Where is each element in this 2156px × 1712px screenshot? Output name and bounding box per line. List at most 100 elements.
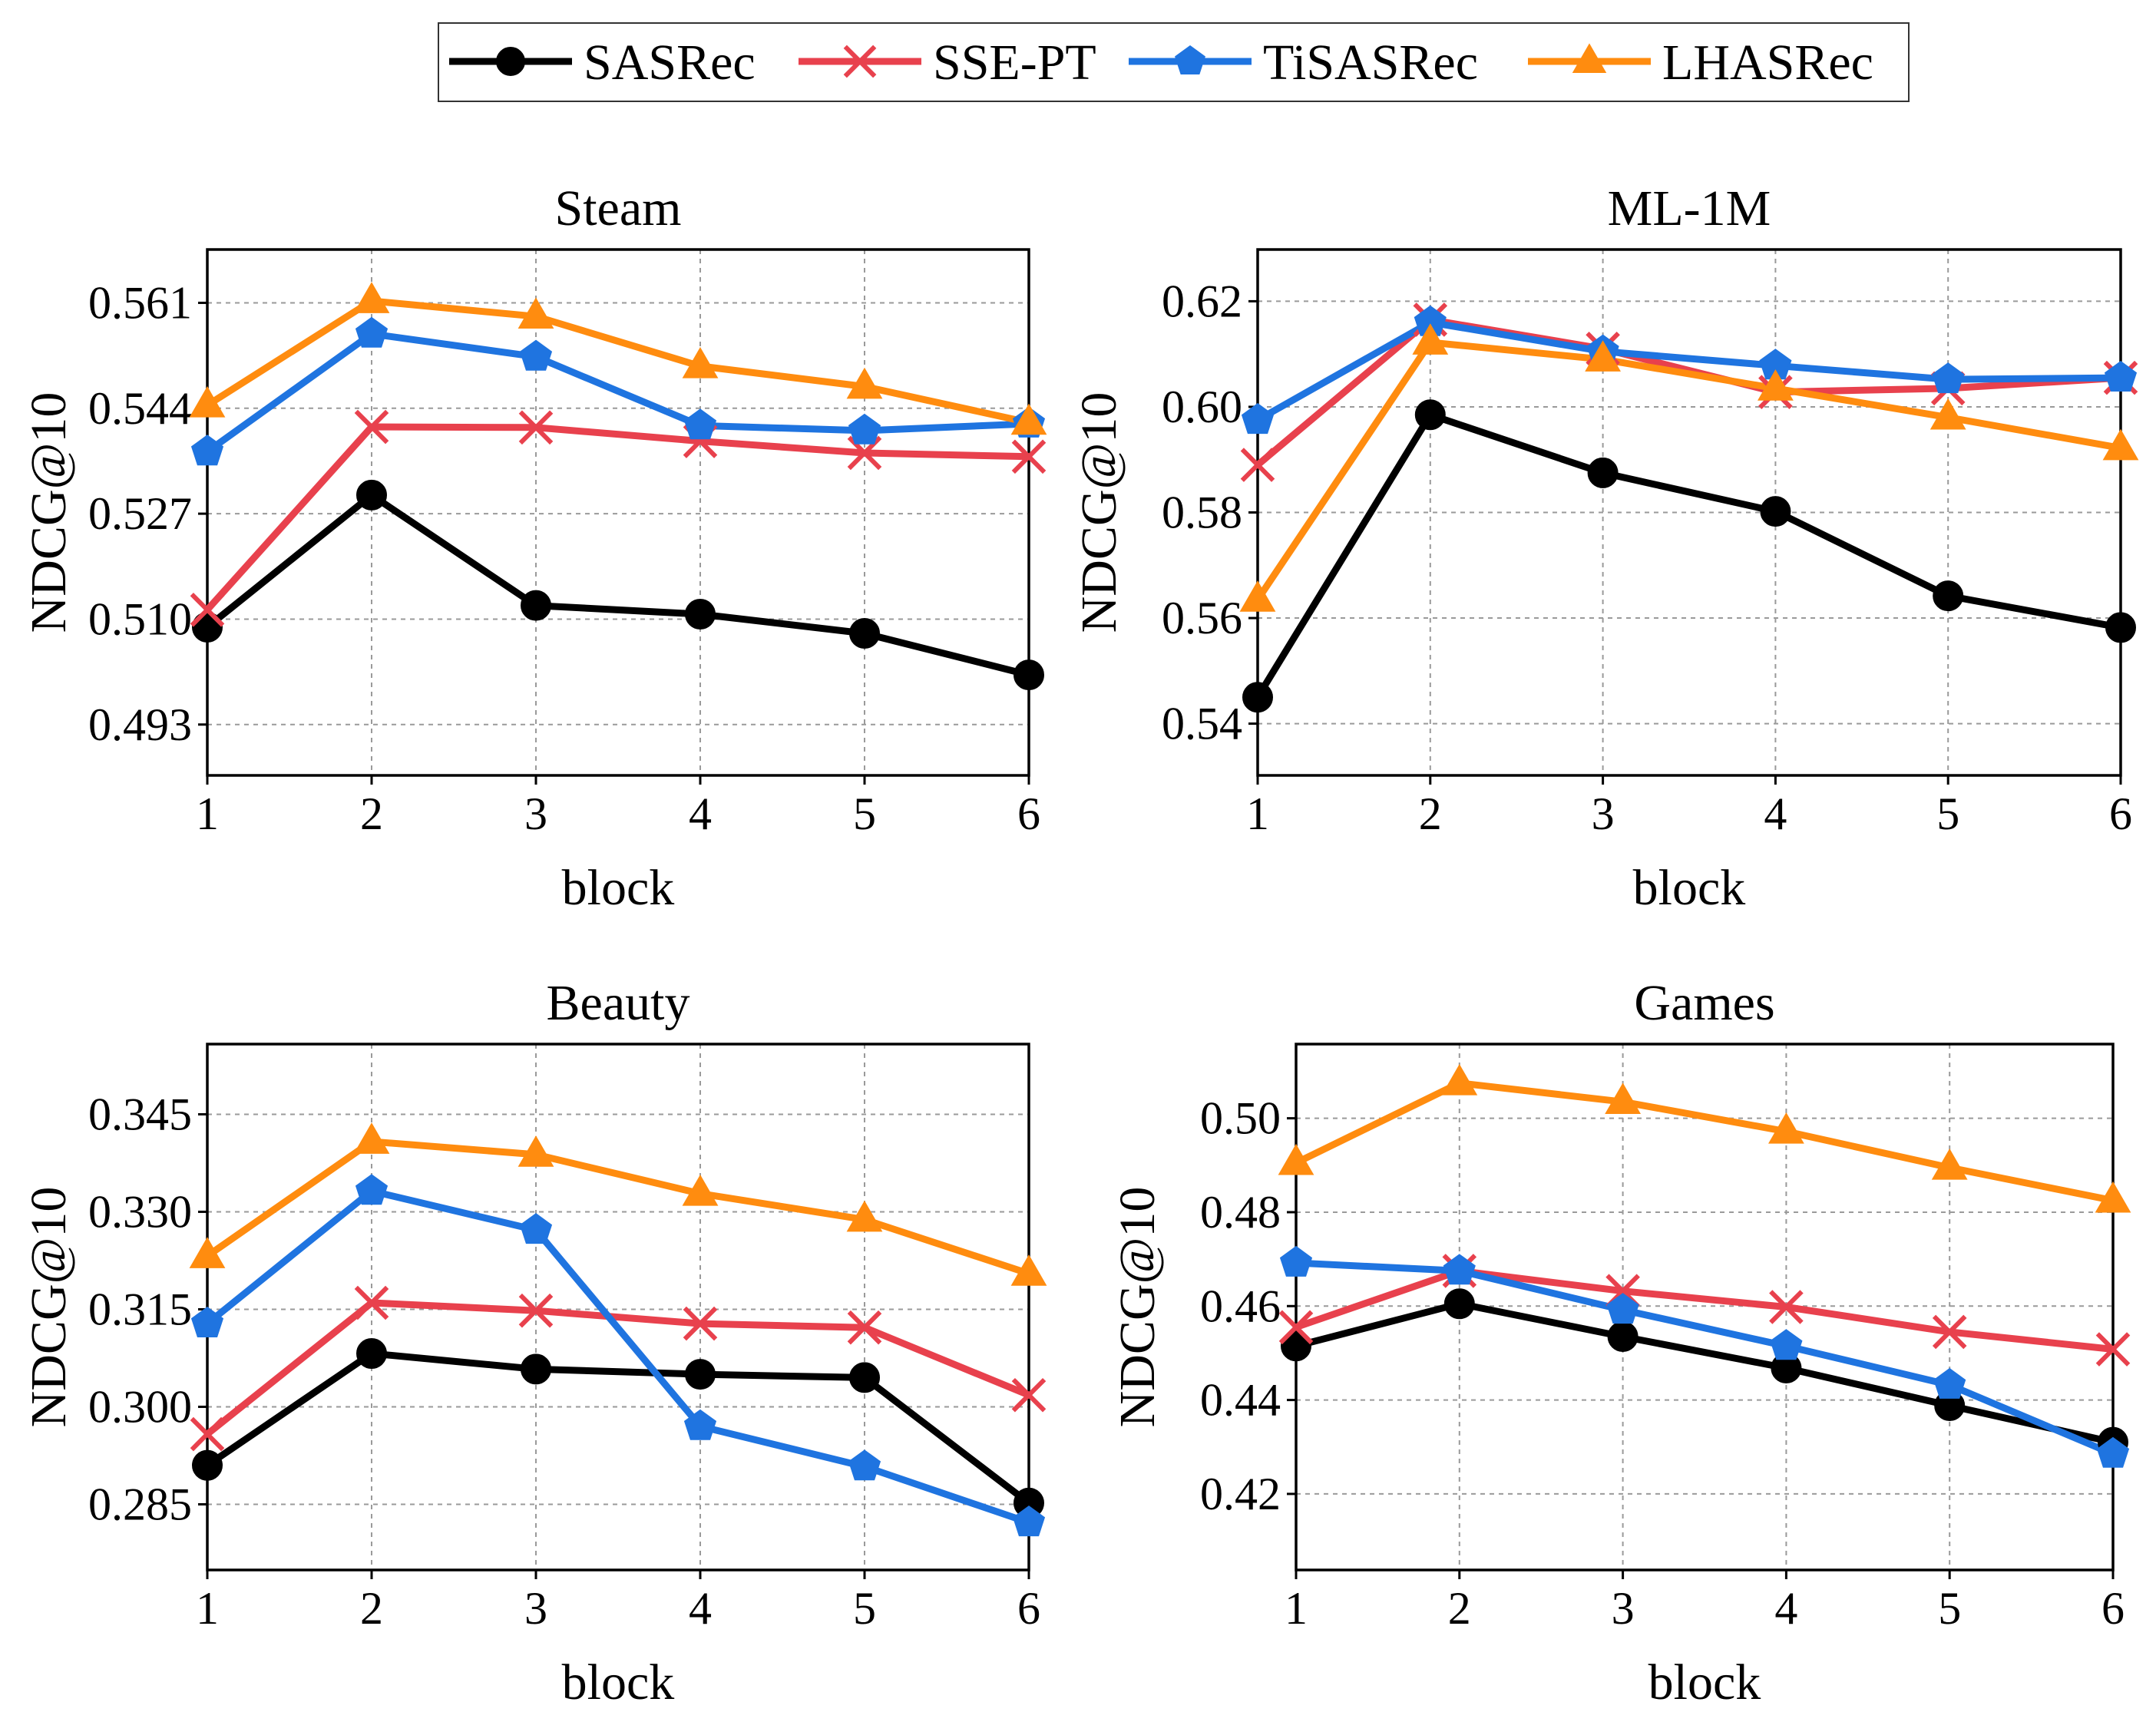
data-point-lhasrec	[2102, 428, 2139, 461]
legend-item-sse-pt: SSE-PT	[799, 35, 1096, 91]
data-point-sse-pt	[354, 409, 389, 445]
legend-marker-sse-pt	[843, 45, 877, 78]
panel-title: Beauty	[547, 975, 690, 1031]
panel-games: 1 2 3 4 5 6 0.42 0.44 0.46 0.48 0.50 Games block NDCG…	[1109, 975, 2131, 1710]
y-tick-label: 0.544	[88, 383, 192, 434]
data-point-sse-pt	[1011, 439, 1047, 474]
data-point-tisasrec	[1770, 1329, 1803, 1360]
x-tick-label: 4	[689, 788, 712, 839]
y-axis-label: NDCG@10	[21, 1187, 77, 1428]
x-tick-label: 5	[853, 788, 876, 839]
series-line-sse-pt	[1254, 316, 2125, 469]
data-point-sse-pt	[190, 593, 225, 627]
series-line-lhasrec	[1292, 1079, 2117, 1205]
y-tick-label: 0.510	[88, 593, 192, 644]
series-line-tisasrec	[1292, 1259, 2117, 1458]
series-line-sse-pt	[1292, 1267, 2117, 1353]
data-point-sasrec	[685, 1359, 716, 1390]
data-point-sse-pt	[1932, 1314, 1967, 1350]
series-line-sasrec	[1254, 411, 2125, 701]
series-line-lhasrec	[1254, 339, 2125, 603]
data-point-sse-pt	[683, 1306, 718, 1341]
data-point-lhasrec	[189, 385, 226, 418]
x-axis-label: block	[562, 860, 675, 916]
y-tick-label: 0.46	[1200, 1281, 1281, 1331]
y-axis-label: NDCG@10	[1071, 392, 1127, 633]
y-tick-label: 0.561	[88, 277, 192, 328]
data-point-sasrec	[1242, 682, 1273, 713]
series-line-lhasrec	[203, 1138, 1033, 1277]
legend-marker-tisasrec	[1175, 45, 1205, 74]
data-point-lhasrec	[1441, 1063, 1478, 1096]
data-point-sasrec	[1760, 496, 1791, 527]
data-point-lhasrec	[518, 297, 554, 329]
series-line-sse-pt	[203, 423, 1033, 613]
data-point-tisasrec	[190, 435, 224, 466]
data-point-tisasrec	[1606, 1293, 1639, 1324]
data-point-lhasrec	[518, 1135, 554, 1167]
x-tick-label: 3	[524, 788, 547, 839]
x-axis-label: block	[562, 1654, 675, 1710]
x-tick-label: 6	[1017, 788, 1040, 839]
data-point-tisasrec	[848, 1449, 881, 1481]
y-tick-label: 0.58	[1162, 487, 1242, 538]
data-point-sasrec	[521, 590, 551, 621]
y-tick-label: 0.54	[1162, 699, 1242, 749]
y-tick-label: 0.48	[1200, 1187, 1281, 1238]
data-point-lhasrec	[682, 347, 719, 378]
data-point-lhasrec	[1605, 1082, 1641, 1115]
data-point-sse-pt	[1278, 1310, 1314, 1345]
data-point-lhasrec	[1010, 403, 1047, 435]
y-tick-label: 0.285	[88, 1479, 192, 1529]
data-point-sse-pt	[847, 1310, 882, 1345]
x-tick-label: 2	[1419, 788, 1442, 839]
x-tick-label: 3	[1592, 788, 1615, 839]
data-point-sse-pt	[1769, 1290, 1804, 1324]
data-point-sasrec	[1587, 457, 1619, 488]
y-tick-label: 0.330	[88, 1186, 192, 1237]
data-point-lhasrec	[1929, 398, 1966, 430]
data-point-lhasrec	[1585, 340, 1621, 372]
y-axis-label: NDCG@10	[1109, 1187, 1166, 1428]
plot-frame	[206, 248, 1030, 777]
data-point-tisasrec	[355, 1174, 389, 1205]
x-tick-label: 2	[360, 788, 383, 839]
y-tick-label: 0.62	[1162, 276, 1242, 326]
data-point-sasrec	[2105, 612, 2136, 643]
x-tick-label: 6	[2109, 788, 2132, 839]
data-point-tisasrec	[1012, 1505, 1046, 1537]
data-point-tisasrec	[1932, 362, 1965, 394]
panel-ml-1m: 1 2 3 4 5 6 0.54 0.56 0.58 0.60 0.62 ML-1M block NDCG…	[1071, 180, 2139, 916]
data-point-tisasrec	[2104, 360, 2138, 392]
data-point-sasrec	[356, 479, 387, 511]
legend-marker-lhasrec	[1572, 43, 1607, 74]
x-tick-label: 1	[196, 788, 219, 839]
data-point-sasrec	[1281, 1330, 1311, 1362]
series-line-tisasrec	[1254, 319, 2125, 424]
y-tick-label: 0.315	[88, 1284, 192, 1334]
data-point-lhasrec	[1278, 1143, 1314, 1175]
data-point-lhasrec	[353, 282, 390, 313]
data-point-tisasrec	[683, 408, 717, 440]
x-tick-label: 6	[1017, 1583, 1040, 1634]
data-point-tisasrec	[1933, 1367, 1966, 1399]
x-tick-label: 6	[2101, 1583, 2125, 1634]
data-point-lhasrec	[1768, 1112, 1804, 1144]
series-line-tisasrec	[203, 330, 1033, 455]
data-point-lhasrec	[1239, 580, 1276, 612]
data-point-lhasrec	[1412, 323, 1449, 355]
x-tick-label: 5	[1936, 788, 1959, 839]
x-tick-label: 3	[1612, 1583, 1635, 1634]
chart-panels: 1 2 3 4 5 60.4930.5100.5270.5440.561Steambloc…	[21, 180, 2139, 1710]
data-point-lhasrec	[682, 1174, 719, 1206]
data-point-sasrec	[1014, 659, 1044, 691]
data-point-sse-pt	[2095, 1332, 2131, 1367]
data-point-lhasrec	[353, 1122, 390, 1154]
y-tick-label: 0.42	[1200, 1469, 1281, 1519]
data-point-lhasrec	[846, 367, 883, 399]
y-tick-label: 0.44	[1200, 1375, 1281, 1426]
data-point-tisasrec	[1241, 402, 1275, 435]
x-tick-label: 5	[1938, 1583, 1961, 1634]
data-point-sasrec	[192, 1449, 223, 1481]
